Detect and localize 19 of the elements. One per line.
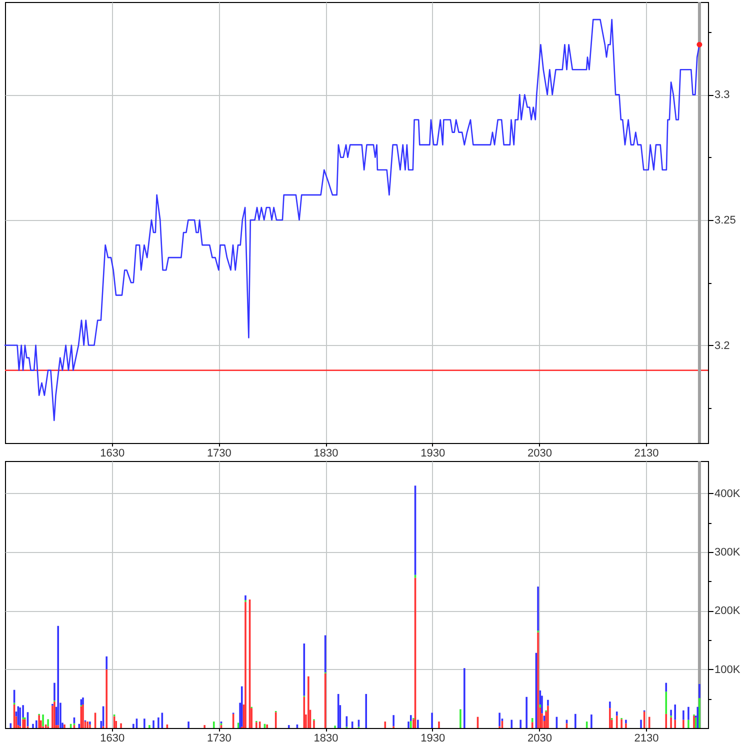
x-tick-label: 1630 — [100, 448, 125, 460]
x-tick-label: 1930 — [420, 732, 446, 744]
x-tick-label: 1830 — [314, 448, 338, 460]
x-tick-label: 2130 — [634, 732, 659, 744]
x-tick-label: 1730 — [206, 448, 232, 460]
x-tick-label: 1830 — [314, 732, 338, 744]
x-tick-label: 2030 — [527, 448, 552, 460]
y-tick-label: 3.3 — [714, 89, 730, 102]
y-tick-label: 100K — [714, 664, 741, 676]
x-tick-label: 1930 — [420, 448, 446, 460]
y-tick-label: 3.2 — [714, 340, 730, 352]
y-tick-label: 400K — [714, 488, 741, 500]
x-tick-label: 2030 — [527, 732, 552, 744]
y-tick-label: 300K — [714, 546, 741, 558]
x-tick-label: 2130 — [634, 448, 659, 460]
x-tick-label: 1630 — [100, 732, 125, 744]
x-tick-label: 1730 — [206, 732, 232, 744]
y-tick-label: 3.25 — [714, 214, 736, 226]
y-tick-label: 200K — [714, 605, 741, 618]
